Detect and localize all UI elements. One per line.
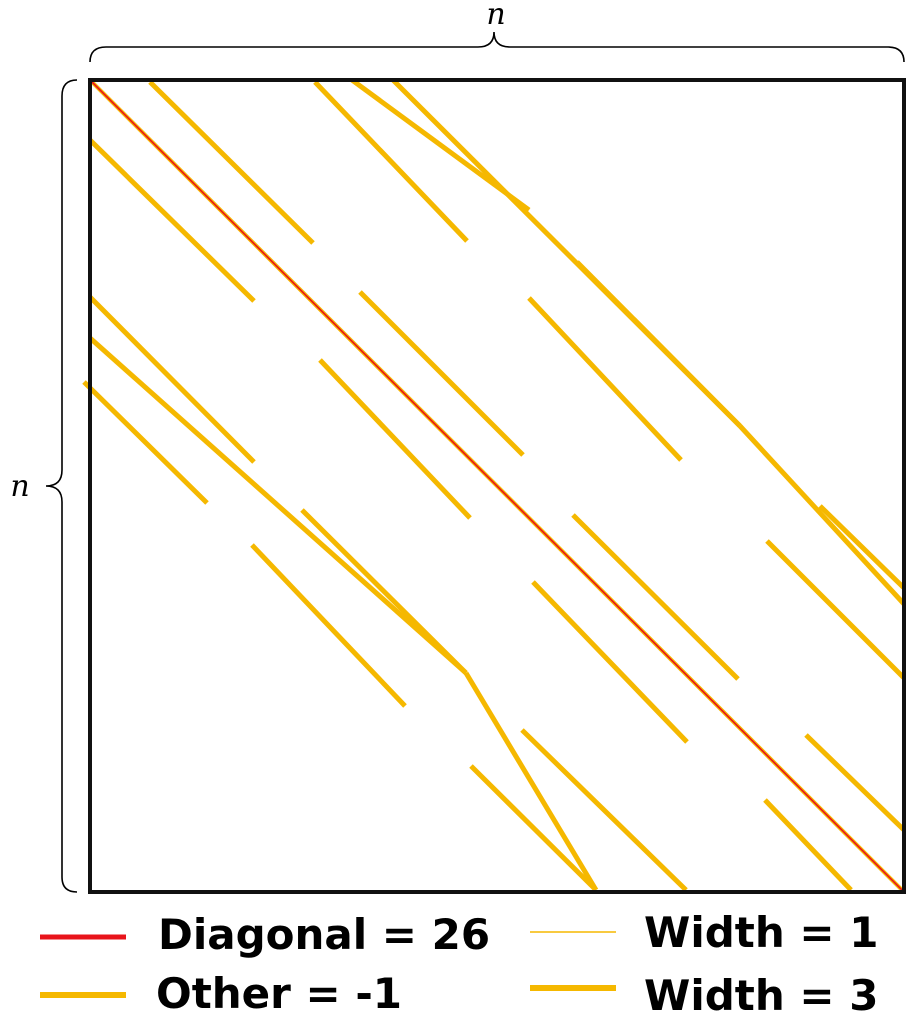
left-brace <box>45 79 78 893</box>
legend-diagonal-label: Diagonal = 26 <box>158 910 490 959</box>
top-dimension-label: n <box>486 0 505 32</box>
legend-width1-label: Width = 1 <box>644 908 878 957</box>
off-diagonal-bands <box>82 77 906 892</box>
off-diagonal-band <box>318 358 472 520</box>
off-diagonal-band <box>313 80 469 243</box>
off-diagonal-band <box>88 295 256 464</box>
off-diagonal-band <box>571 513 740 681</box>
off-diagonal-band <box>148 80 315 245</box>
legend-other-label: Other = -1 <box>156 969 402 1018</box>
off-diagonal-band <box>527 296 683 462</box>
off-diagonal-band <box>469 764 598 892</box>
left-dimension-label: n <box>10 469 29 504</box>
matrix-frame <box>88 78 906 894</box>
off-diagonal-band <box>88 138 256 303</box>
legend-width3-label: Width = 3 <box>644 971 878 1020</box>
off-diagonal-band <box>82 380 209 505</box>
off-diagonal-band <box>804 733 906 832</box>
main-diagonal <box>88 78 906 894</box>
off-diagonal-band <box>520 728 688 892</box>
diagonal-line <box>89 79 905 893</box>
top-brace <box>89 31 905 63</box>
off-diagonal-band <box>463 671 599 892</box>
off-diagonal-band <box>738 424 906 606</box>
off-diagonal-band <box>300 508 468 675</box>
off-diagonal-band <box>765 539 906 680</box>
off-diagonal-band <box>818 504 906 590</box>
off-diagonal-band <box>88 336 468 675</box>
legend: Diagonal = 26 Other = -1 Width = 1 Width… <box>40 908 878 1020</box>
off-diagonal-band <box>531 580 689 744</box>
off-diagonal-band <box>575 260 742 428</box>
off-diagonal-band <box>763 798 853 892</box>
off-diagonal-band <box>358 290 525 457</box>
off-diagonal-band <box>250 543 407 708</box>
